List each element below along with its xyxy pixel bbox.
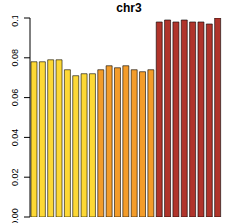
svg-text:0.08: 0.08 bbox=[10, 49, 20, 67]
svg-text:0.10: 0.10 bbox=[10, 16, 20, 27]
svg-text:0.06: 0.06 bbox=[10, 89, 20, 107]
html-text:chr3: chr3 bbox=[116, 1, 142, 15]
svg-text:0.02: 0.02 bbox=[10, 168, 20, 186]
svg-text:0.04: 0.04 bbox=[10, 129, 20, 147]
svg-text:0.00: 0.00 bbox=[10, 208, 20, 223]
